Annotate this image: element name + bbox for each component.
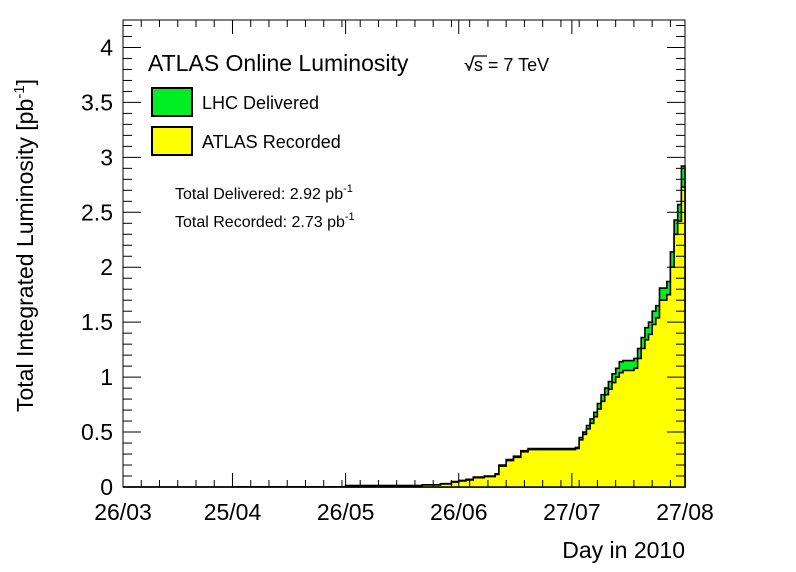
x-tick-label: 27/07 xyxy=(543,499,601,525)
y-axis-label: Total Integrated Luminosity [pb-1] xyxy=(11,79,38,412)
x-tick-label: 26/06 xyxy=(430,499,488,525)
x-tick-label: 27/08 xyxy=(656,499,714,525)
chart-title: ATLAS Online Luminosity xyxy=(148,50,409,76)
y-tick-label: 3 xyxy=(100,144,113,170)
y-tick-label: 0 xyxy=(100,474,113,500)
y-tick-label: 1.5 xyxy=(81,309,113,335)
x-tick-label: 26/05 xyxy=(317,499,375,525)
sqrt-overbar xyxy=(465,55,487,70)
legend-label-recorded: ATLAS Recorded xyxy=(202,132,341,152)
y-axis-ticks: 0 0.5 1 1.5 2 2.5 3 3.5 4 xyxy=(81,24,685,500)
plot-frame xyxy=(122,19,686,488)
legend-label-delivered: LHC Delivered xyxy=(202,93,319,113)
chart-areas xyxy=(123,165,686,488)
x-axis-label: Day in 2010 xyxy=(562,537,685,563)
total-recorded-text: Total Recorded: 2.73 pb-1 xyxy=(175,211,355,231)
y-tick-label: 3.5 xyxy=(81,89,113,115)
y-tick-label: 0.5 xyxy=(81,419,113,445)
x-axis-ticks: 26/03 25/04 26/05 26/06 27/07 27/08 xyxy=(94,20,714,525)
y-tick-label: 2 xyxy=(100,254,113,280)
legend-swatch-delivered xyxy=(151,87,193,117)
energy-label: √s = 7 TeV xyxy=(464,55,549,75)
x-tick-label: 25/04 xyxy=(204,499,262,525)
y-tick-label: 4 xyxy=(100,34,113,60)
x-tick-label: 26/03 xyxy=(94,499,152,525)
total-delivered-text: Total Delivered: 2.92 pb-1 xyxy=(175,183,353,203)
series-area-atlas-recorded xyxy=(123,186,686,488)
y-tick-label: 1 xyxy=(100,364,113,390)
y-tick-label: 2.5 xyxy=(81,199,113,225)
legend-swatch-recorded xyxy=(151,126,193,156)
